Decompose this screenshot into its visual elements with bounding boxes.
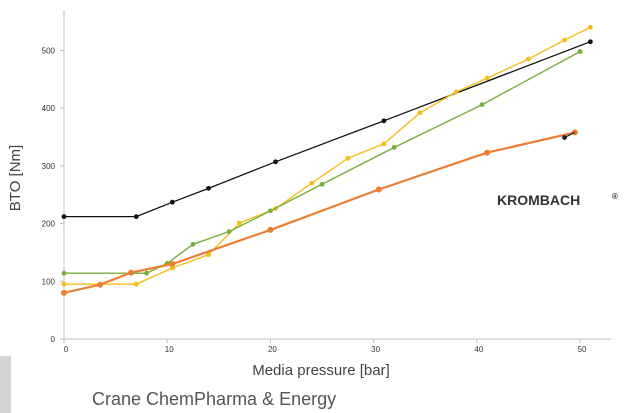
series-2 — [61, 24, 593, 287]
series-line — [63, 41, 592, 218]
data-point — [345, 155, 351, 161]
data-point — [169, 260, 176, 267]
data-point — [268, 208, 273, 214]
footer-caption: Crane ChemPharma & Energy — [92, 389, 337, 409]
series-4 — [61, 129, 578, 296]
x-tick-label: 10 — [165, 345, 174, 354]
series-line — [63, 26, 592, 285]
data-point — [169, 265, 175, 271]
annotation-label: KROMBACH — [497, 192, 580, 208]
series-line — [62, 131, 577, 294]
data-point — [587, 39, 593, 45]
annotation-registered-mark: ® — [612, 192, 618, 201]
data-point — [190, 241, 196, 247]
x-tick-label: 40 — [474, 345, 483, 354]
data-point — [319, 181, 325, 187]
x-tick-label: 50 — [578, 345, 587, 354]
data-point — [267, 226, 274, 233]
data-point — [61, 270, 67, 276]
data-point — [273, 159, 278, 165]
data-point — [484, 149, 491, 156]
data-point — [237, 220, 242, 226]
series-lines — [61, 24, 593, 296]
y-tick-label: 400 — [42, 104, 56, 113]
data-point — [479, 102, 485, 108]
x-tick-label: 0 — [64, 345, 69, 354]
series-3 — [61, 49, 583, 276]
y-tick-label: 200 — [42, 220, 56, 229]
y-tick-label: 0 — [51, 335, 56, 344]
ticks: 0 100 200 300 400 500 0 10 20 30 40 50 — [42, 46, 587, 354]
data-point — [206, 252, 211, 258]
data-point — [226, 229, 232, 235]
data-point — [144, 270, 149, 276]
data-point — [417, 110, 423, 116]
data-point — [128, 269, 135, 276]
y-tick-label: 500 — [42, 46, 56, 55]
data-point — [97, 281, 104, 288]
x-tick-label: 20 — [268, 345, 277, 354]
data-point — [484, 75, 490, 81]
data-point — [381, 118, 387, 124]
y-tick-label: 300 — [42, 162, 56, 171]
annotation-marker — [562, 135, 567, 140]
y-tick-label: 100 — [42, 277, 56, 286]
data-point — [169, 199, 175, 205]
data-point — [562, 37, 567, 43]
data-point — [206, 185, 211, 191]
series-1 — [61, 39, 593, 220]
data-point — [453, 89, 459, 95]
series-line — [63, 50, 581, 274]
y-axis-title: BTO [Nm] — [7, 145, 24, 211]
data-point — [577, 49, 583, 54]
data-point — [61, 289, 67, 296]
data-point — [375, 186, 382, 193]
annotations: KROMBACH ® — [497, 131, 618, 208]
data-point — [61, 281, 67, 287]
data-point — [309, 180, 315, 186]
data-point — [133, 214, 139, 220]
data-point — [391, 144, 397, 150]
data-point — [133, 281, 139, 287]
corner-decoration — [0, 356, 11, 413]
x-tick-label: 30 — [371, 345, 380, 354]
data-point — [61, 214, 67, 220]
x-axis-title: Media pressure [bar] — [252, 362, 390, 379]
data-point — [587, 24, 593, 30]
data-point — [381, 141, 387, 147]
data-point — [526, 56, 531, 62]
